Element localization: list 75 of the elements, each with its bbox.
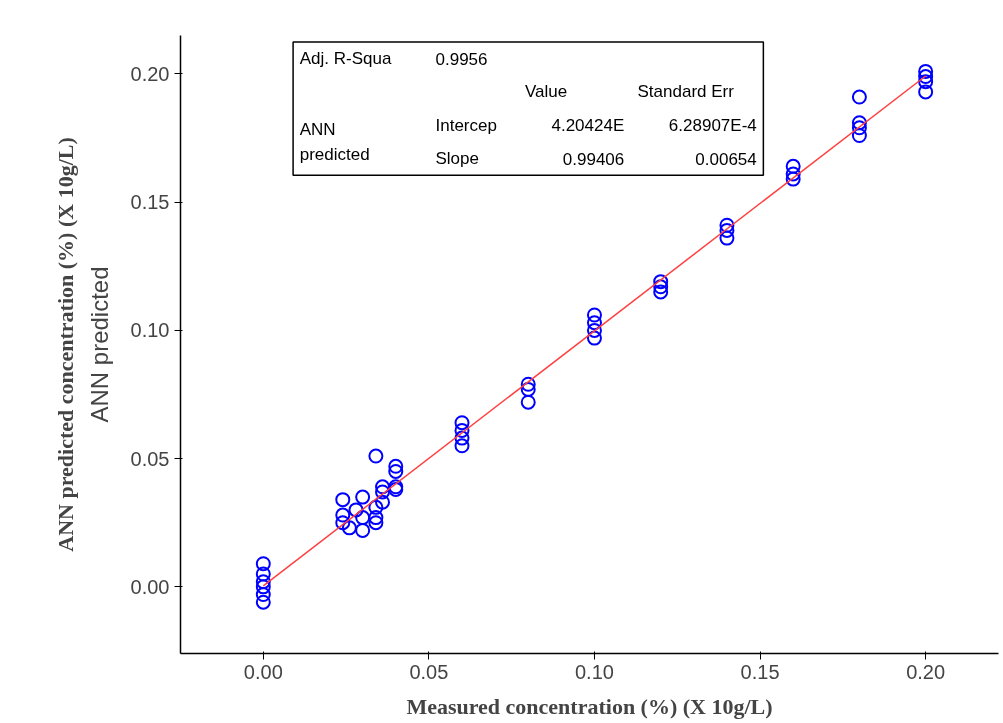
point <box>851 115 867 131</box>
point <box>586 315 602 331</box>
x-tick-label: 0.00 <box>243 660 283 683</box>
point <box>255 587 271 603</box>
point <box>255 556 271 572</box>
point <box>719 217 735 233</box>
text: ANN predicted concentration (%) (X 10g/L) <box>52 137 78 552</box>
point <box>918 63 934 79</box>
y-tick-label: 0.05 <box>130 447 170 470</box>
annotation: ANN predicted <box>299 120 370 164</box>
point <box>918 74 934 90</box>
y-tick-label: 0.00 <box>130 575 170 598</box>
point <box>255 566 271 582</box>
point <box>368 515 384 531</box>
point <box>785 158 801 174</box>
y-tick-label: 0.10 <box>130 319 170 342</box>
point <box>586 322 602 338</box>
point <box>586 330 602 346</box>
y-tick-label: 0.15 <box>130 191 170 214</box>
point <box>719 222 735 238</box>
point <box>375 494 391 510</box>
point <box>653 284 669 300</box>
point <box>454 438 470 454</box>
point <box>851 120 867 136</box>
point <box>388 463 404 479</box>
annotation: Adj. R-Squa <box>299 49 392 69</box>
point <box>785 171 801 187</box>
x-tick-label: 0.15 <box>740 660 780 683</box>
point <box>388 458 404 474</box>
point <box>255 594 271 610</box>
point <box>653 279 669 295</box>
annotation: Standard Err <box>637 82 735 102</box>
point <box>851 128 867 143</box>
annotation: 0.00654 <box>695 149 757 169</box>
point <box>454 430 470 446</box>
y-axis-title: ANN predicted <box>85 266 113 423</box>
x-tick-label: 0.05 <box>409 660 449 683</box>
point <box>335 515 351 531</box>
annotation: Intercep <box>435 115 497 135</box>
point <box>918 69 934 85</box>
x-tick-label: 0.10 <box>575 660 614 683</box>
point <box>851 89 867 105</box>
point <box>368 448 384 464</box>
point <box>255 574 271 590</box>
annotation: Slope <box>435 149 479 169</box>
point <box>785 166 801 182</box>
point <box>586 307 602 323</box>
point <box>335 492 351 508</box>
point <box>355 510 371 526</box>
point <box>355 489 371 505</box>
point <box>520 381 536 397</box>
annotation: 6.28907E-4 <box>668 115 757 135</box>
y-tick-label: 0.20 <box>130 62 170 85</box>
point <box>368 499 384 515</box>
point <box>335 507 351 523</box>
point <box>719 230 735 246</box>
point <box>368 510 384 526</box>
point <box>520 376 536 392</box>
point <box>255 579 271 595</box>
point <box>341 520 357 536</box>
x-axis-title: Measured concentration (%) (X 10g/L) <box>406 693 773 719</box>
point <box>520 394 536 410</box>
annotation: 0.9956 <box>435 49 488 69</box>
point <box>348 502 364 518</box>
point <box>653 274 669 290</box>
point <box>454 422 470 438</box>
point <box>918 84 934 100</box>
point <box>375 484 391 500</box>
x-tick-label: 0.20 <box>906 660 946 683</box>
annotation: 4.20424E <box>551 115 625 135</box>
annotation: Value <box>524 82 568 102</box>
annotation: 0.99406 <box>562 149 625 169</box>
point <box>454 415 470 431</box>
point <box>375 479 391 495</box>
point <box>355 522 371 538</box>
